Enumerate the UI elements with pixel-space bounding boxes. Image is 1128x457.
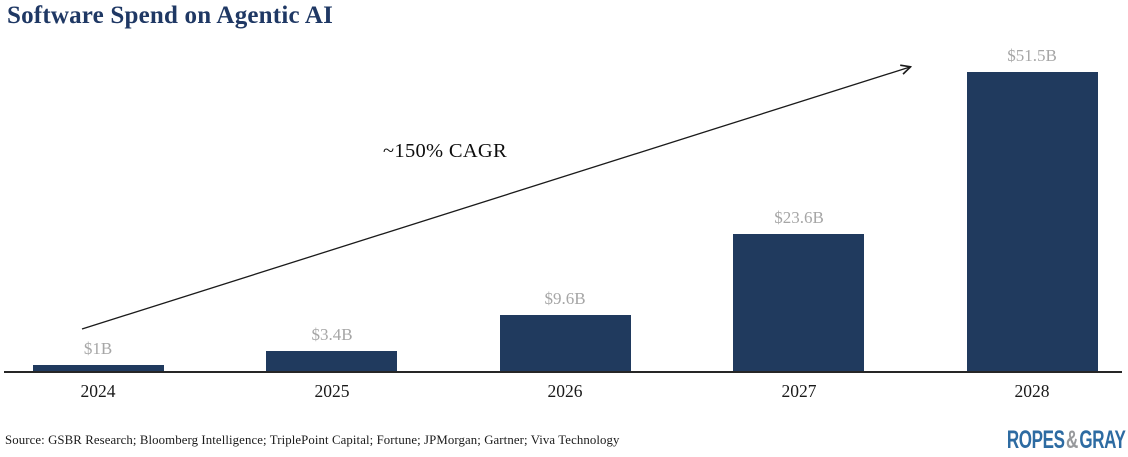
bar-2026	[500, 315, 631, 371]
logo-ampersand: &	[1066, 426, 1079, 454]
value-label-2027: $23.6B	[774, 208, 824, 227]
x-tick-label-2028: 2028	[1014, 381, 1050, 401]
cagr-annotation: ~150% CAGR	[383, 140, 507, 162]
x-tick-label-2026: 2026	[547, 381, 583, 401]
value-label-2028: $51.5B	[1007, 46, 1057, 65]
bar-2027	[733, 234, 864, 371]
bar-2025	[266, 351, 397, 371]
x-tick-label-2025: 2025	[314, 381, 350, 401]
x-tick-label-2027: 2027	[781, 381, 817, 401]
bar-2028	[967, 72, 1098, 371]
source-note: Source: GSBR Research; Bloomberg Intelli…	[5, 433, 620, 447]
chart-title: Software Spend on Agentic AI	[7, 2, 334, 29]
ropes-gray-logo: ROPES&GRAY	[1007, 426, 1126, 455]
x-axis-line	[4, 371, 1122, 373]
value-label-2026: $9.6B	[544, 289, 586, 308]
value-label-2025: $3.4B	[311, 325, 353, 344]
value-label-2024: $1B	[83, 339, 113, 358]
logo-ropes: ROPES	[1007, 426, 1066, 454]
logo-gray: GRAY	[1079, 426, 1127, 454]
x-tick-label-2024: 2024	[80, 381, 116, 401]
bar-2024	[33, 365, 164, 371]
